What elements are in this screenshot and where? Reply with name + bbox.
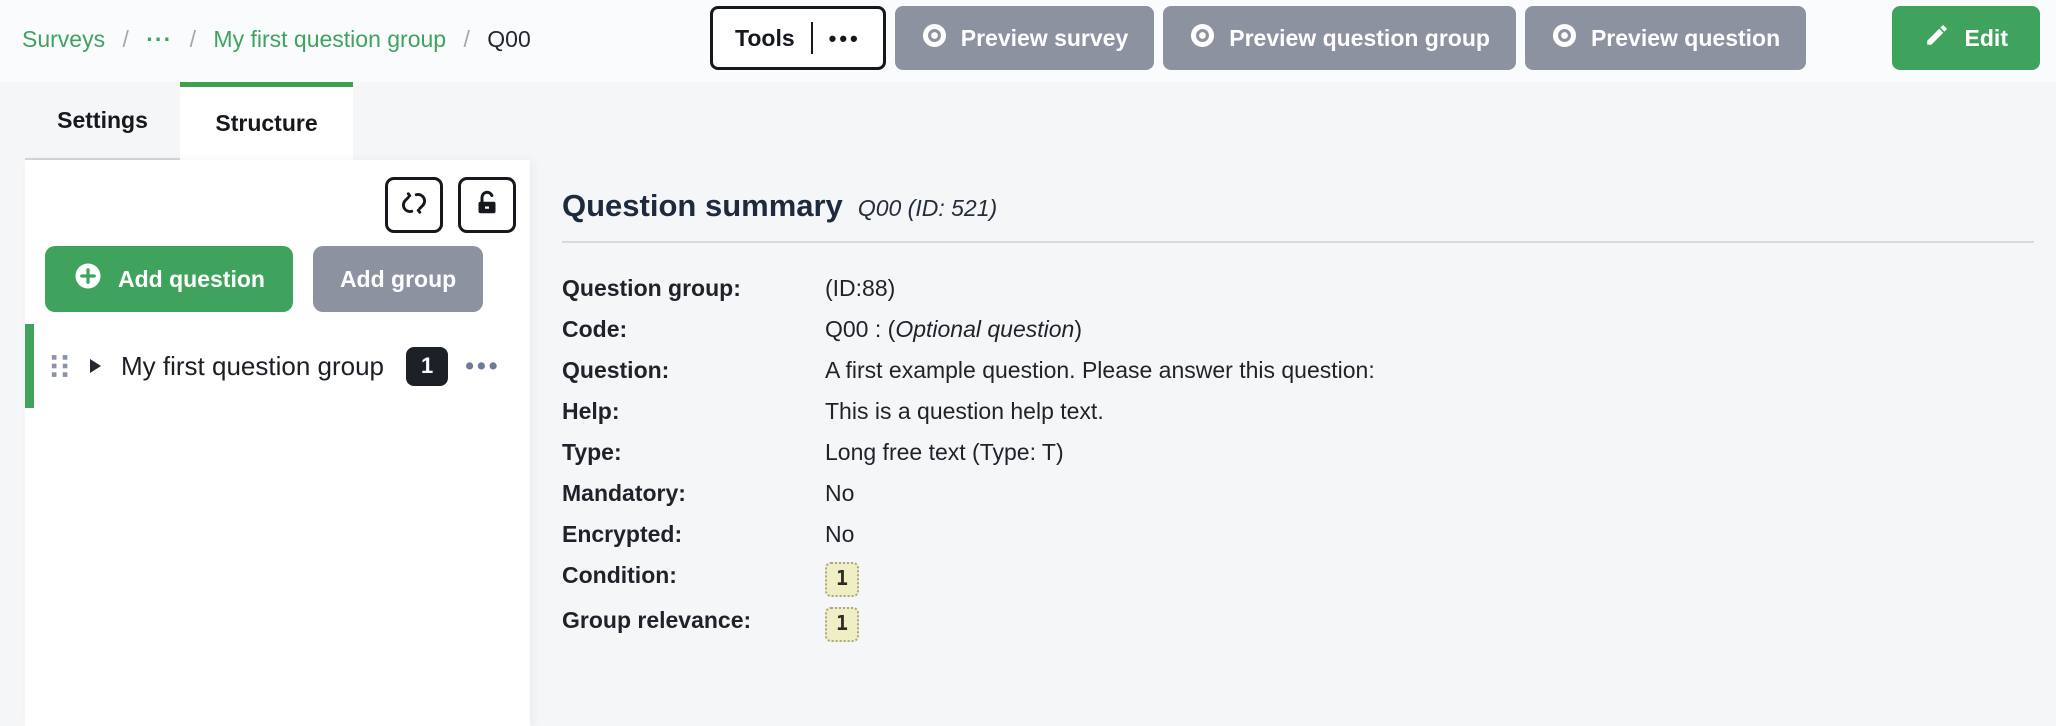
table-row-question: Question: A first example question. Plea… — [562, 357, 2034, 398]
eye-icon — [1551, 22, 1578, 55]
table-row-encrypted: Encrypted: No — [562, 521, 2034, 562]
table-row-condition: Condition: 1 — [562, 562, 2034, 607]
content-area: Add question Add group My first question… — [0, 160, 2056, 726]
row-label: Code: — [562, 316, 628, 342]
breadcrumb: Surveys / ··· / My first question group … — [22, 26, 531, 53]
top-header: Surveys / ··· / My first question group … — [0, 0, 2056, 82]
row-label: Encrypted: — [562, 521, 683, 547]
preview-question-label: Preview question — [1590, 24, 1781, 51]
tools-button[interactable]: Tools ••• — [710, 6, 886, 70]
row-value: No — [825, 521, 855, 547]
tab-settings-label: Settings — [57, 106, 148, 133]
edit-button-label: Edit — [1964, 24, 2008, 51]
question-group-name: My first question group — [121, 350, 385, 381]
row-label: Group relevance: — [562, 607, 752, 633]
tab-bar: Settings Structure — [25, 82, 2056, 160]
condition-expression-badge: 1 — [825, 562, 860, 597]
table-row-help: Help: This is a question help text. — [562, 398, 2034, 439]
question-group-tree-item[interactable]: My first question group 1 ••• — [25, 324, 530, 408]
row-label: Condition: — [562, 562, 677, 588]
eye-icon — [921, 22, 948, 55]
breadcrumb-current-question: Q00 — [487, 26, 531, 52]
title-divider — [562, 241, 2034, 243]
row-value: This is a question help text. — [825, 398, 1104, 424]
row-value: No — [825, 480, 855, 506]
row-label: Help: — [562, 398, 620, 424]
table-row-type: Type: Long free text (Type: T) — [562, 439, 2034, 480]
table-row-code: Code: Q00 : (Optional question) — [562, 316, 2034, 357]
preview-question-button[interactable]: Preview question — [1524, 6, 1807, 70]
breadcrumb-separator: / — [122, 26, 129, 52]
pencil-icon — [1924, 22, 1950, 54]
summary-title-row: Question summary Q00 (ID: 521) — [562, 188, 2034, 224]
tab-structure[interactable]: Structure — [180, 82, 353, 160]
preview-survey-button[interactable]: Preview survey — [894, 6, 1155, 70]
table-row-mandatory: Mandatory: No — [562, 480, 2034, 521]
tools-button-divider — [810, 22, 813, 54]
unlink-button[interactable] — [385, 177, 443, 233]
row-label: Question: — [562, 357, 670, 383]
breadcrumb-collapsed-ellipsis[interactable]: ··· — [146, 26, 173, 52]
row-label: Type: — [562, 439, 622, 465]
table-row-question-group: Question group: (ID:88) — [562, 275, 2034, 316]
expand-caret-icon[interactable] — [90, 359, 101, 373]
preview-question-group-button[interactable]: Preview question group — [1163, 6, 1516, 70]
header-toolbar: Tools ••• Preview survey Preview questio… — [710, 6, 1807, 70]
breadcrumb-separator: / — [463, 26, 470, 52]
main-panel: Question summary Q00 (ID: 521) Question … — [530, 160, 2056, 726]
edit-button[interactable]: Edit — [1891, 6, 2040, 70]
add-group-label: Add group — [339, 265, 457, 292]
unlink-icon — [399, 188, 429, 223]
question-summary-table: Question group: (ID:88) Code: Q00 : (Opt… — [562, 275, 2034, 652]
sidebar-add-buttons: Add question Add group — [25, 233, 530, 312]
add-question-button[interactable]: Add question — [45, 246, 293, 312]
row-label: Question group: — [562, 275, 741, 301]
eye-icon — [1189, 22, 1216, 55]
row-label: Mandatory: — [562, 480, 686, 506]
unlock-icon — [472, 188, 502, 223]
unlock-button[interactable] — [458, 177, 516, 233]
group-actions-menu[interactable]: ••• — [465, 351, 501, 380]
row-value: Q00 : (Optional question) — [825, 316, 1082, 342]
tab-settings[interactable]: Settings — [25, 82, 180, 160]
row-value: (ID:88) — [825, 275, 896, 301]
preview-question-group-label: Preview question group — [1229, 24, 1490, 51]
add-group-button[interactable]: Add group — [312, 246, 484, 312]
drag-handle-icon[interactable] — [47, 351, 73, 381]
sidebar-icon-toolbar — [25, 160, 530, 233]
plus-circle-icon — [73, 261, 103, 297]
preview-survey-label: Preview survey — [960, 24, 1129, 51]
row-value: A first example question. Please answer … — [825, 357, 1375, 383]
tools-menu-toggle[interactable]: ••• — [828, 26, 861, 51]
row-value: Long free text (Type: T) — [825, 439, 1064, 465]
left-gutter — [0, 160, 25, 726]
table-row-group-relevance: Group relevance: 1 — [562, 607, 2034, 652]
page-title: Question summary — [562, 188, 843, 223]
tab-structure-label: Structure — [215, 110, 318, 136]
add-question-label: Add question — [118, 265, 265, 292]
structure-sidebar: Add question Add group My first question… — [25, 160, 530, 726]
page-subtitle: Q00 (ID: 521) — [857, 195, 998, 221]
question-count-badge: 1 — [406, 346, 449, 386]
breadcrumb-surveys-link[interactable]: Surveys — [22, 26, 106, 52]
group-relevance-expression-badge: 1 — [825, 607, 860, 642]
tools-button-label: Tools — [735, 24, 795, 51]
breadcrumb-question-group-link[interactable]: My first question group — [213, 26, 447, 52]
breadcrumb-separator: / — [189, 26, 197, 52]
